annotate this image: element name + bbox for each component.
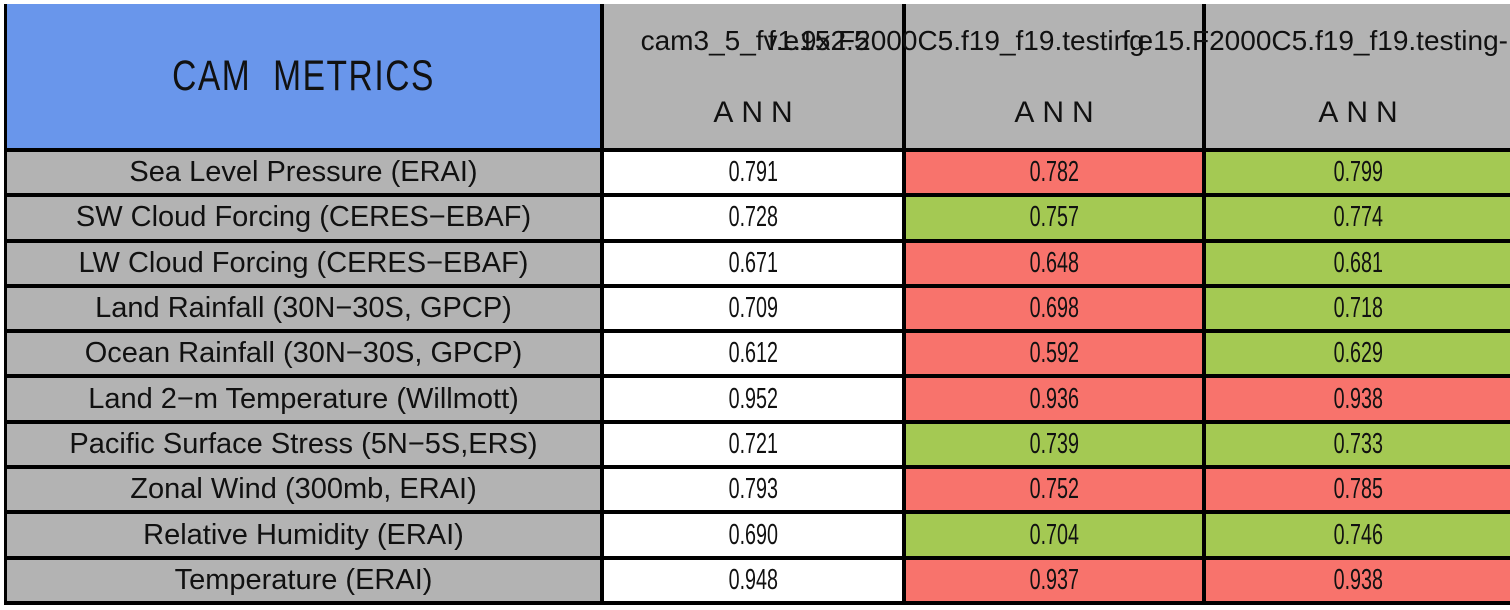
metric-value-cell: 0.709	[604, 287, 906, 334]
metric-value-cell: 0.592	[906, 333, 1206, 379]
metric-label-cell: Land 2−m Temperature (Willmott)	[7, 378, 604, 424]
metric-value: 0.774	[1333, 201, 1383, 234]
metric-value-cell: 0.782	[906, 152, 1206, 198]
metric-label: Temperature (ERAI)	[174, 563, 433, 596]
metric-value: 0.629	[1333, 337, 1383, 370]
case-name-test2: f.e15.F2000C5.f19_f19.testing-	[1121, 25, 1508, 56]
metric-value-cell: 0.612	[604, 333, 906, 379]
metric-value-cell: 0.938	[1206, 378, 1510, 424]
metric-label: LW Cloud Forcing (CERES−EBAF)	[78, 246, 529, 279]
metric-value: 0.799	[1333, 156, 1383, 189]
metric-label-cell: SW Cloud Forcing (CERES−EBAF)	[7, 197, 604, 243]
metric-value-cell: 0.721	[604, 423, 906, 470]
metric-value: 0.937	[1029, 563, 1079, 596]
metric-value-cell: 0.774	[1206, 197, 1510, 243]
metric-value: 0.721	[728, 427, 778, 460]
case-name-control: cam3_5_fv1.9x2.5	[640, 25, 870, 56]
metric-value-cell: 0.718	[1206, 287, 1510, 334]
metric-value-cell: 0.728	[604, 197, 906, 243]
metric-label: Sea Level Pressure (ERAI)	[129, 156, 478, 189]
metric-value-cell: 0.785	[1206, 469, 1510, 515]
metric-value: 0.690	[728, 518, 778, 551]
metric-value-cell: 0.690	[604, 514, 906, 560]
metric-value: 0.681	[1333, 246, 1383, 279]
metric-label-cell: Zonal Wind (300mb, ERAI)	[7, 469, 604, 515]
metric-value: 0.671	[728, 246, 778, 279]
metric-value-cell: 0.698	[906, 287, 1206, 334]
metric-label-cell: Relative Humidity (ERAI)	[7, 514, 604, 560]
season-header-col1: ANN	[604, 78, 906, 152]
metric-value: 0.612	[728, 337, 778, 370]
season-header-col2: ANN	[906, 78, 1206, 152]
table-title: CAM METRICS	[172, 51, 435, 100]
column-divider	[1202, 4, 1206, 78]
case-names-header-row: cam3_5_fv1.9x2.5 f.e15.F2000C5.f19_f19.t…	[604, 4, 1510, 78]
metric-value-cell: 0.937	[906, 559, 1206, 605]
metric-value: 0.709	[728, 292, 778, 325]
metric-value-cell: 0.948	[604, 559, 906, 605]
metric-value: 0.733	[1333, 427, 1383, 460]
metric-value: 0.938	[1333, 563, 1383, 596]
metric-label-cell: Pacific Surface Stress (5N−5S,ERS)	[7, 423, 604, 470]
metric-value-cell: 0.648	[906, 242, 1206, 288]
metric-label: Zonal Wind (300mb, ERAI)	[130, 473, 477, 506]
metric-value: 0.746	[1333, 518, 1383, 551]
metric-value-cell: 0.733	[1206, 423, 1510, 470]
metric-value-cell: 0.952	[604, 378, 906, 424]
cam-metrics-table: CAM METRICS cam3_5_fv1.9x2.5 f.e15.F2000…	[4, 4, 1510, 605]
metric-label: Pacific Surface Stress (5N−5S,ERS)	[69, 427, 538, 460]
table-title-cell: CAM METRICS	[7, 4, 604, 152]
metric-label-cell: Temperature (ERAI)	[7, 559, 604, 605]
metric-value-cell: 0.793	[604, 469, 906, 515]
season-label: ANN	[1014, 96, 1102, 129]
metric-value: 0.952	[728, 382, 778, 415]
metric-value-cell: 0.681	[1206, 242, 1510, 288]
metric-value: 0.739	[1029, 427, 1079, 460]
metric-label-cell: Ocean Rainfall (30N−30S, GPCP)	[7, 333, 604, 379]
metric-value: 0.698	[1029, 292, 1079, 325]
metric-value-cell: 0.704	[906, 514, 1206, 560]
metric-value: 0.704	[1029, 518, 1079, 551]
season-label: ANN	[1318, 96, 1406, 129]
metric-value: 0.592	[1029, 337, 1079, 370]
metric-value-cell: 0.799	[1206, 152, 1510, 198]
metric-value: 0.785	[1333, 473, 1383, 506]
metric-value-cell: 0.671	[604, 242, 906, 288]
metric-label-cell: LW Cloud Forcing (CERES−EBAF)	[7, 242, 604, 288]
metric-value-cell: 0.629	[1206, 333, 1510, 379]
case-name-test1: f.e15.F2000C5.f19_f19.testing	[768, 25, 1145, 56]
metric-value: 0.948	[728, 563, 778, 596]
metric-label: Land Rainfall (30N−30S, GPCP)	[95, 292, 512, 325]
metric-value: 0.718	[1333, 292, 1383, 325]
metric-value: 0.782	[1029, 156, 1079, 189]
metric-value-cell: 0.739	[906, 423, 1206, 470]
metric-value-cell: 0.938	[1206, 559, 1510, 605]
metric-label: SW Cloud Forcing (CERES−EBAF)	[75, 201, 532, 234]
metric-value: 0.938	[1333, 382, 1383, 415]
metric-value: 0.757	[1029, 201, 1079, 234]
metric-value: 0.936	[1029, 382, 1079, 415]
metric-value-cell: 0.757	[906, 197, 1206, 243]
metric-label-cell: Sea Level Pressure (ERAI)	[7, 152, 604, 198]
metric-label: Land 2−m Temperature (Willmott)	[88, 382, 519, 415]
metric-value-cell: 0.936	[906, 378, 1206, 424]
metric-label-cell: Land Rainfall (30N−30S, GPCP)	[7, 287, 604, 334]
metric-label: Relative Humidity (ERAI)	[143, 518, 464, 551]
column-divider	[902, 4, 906, 78]
metric-label: Ocean Rainfall (30N−30S, GPCP)	[84, 337, 523, 370]
metric-value: 0.791	[728, 156, 778, 189]
season-header-col3: ANN	[1206, 78, 1510, 152]
metric-value-cell: 0.746	[1206, 514, 1510, 560]
metric-value-cell: 0.752	[906, 469, 1206, 515]
metric-value-cell: 0.791	[604, 152, 906, 198]
season-label: ANN	[713, 96, 801, 129]
metric-value: 0.648	[1029, 246, 1079, 279]
metric-value: 0.752	[1029, 473, 1079, 506]
metric-value: 0.793	[728, 473, 778, 506]
metric-value: 0.728	[728, 201, 778, 234]
